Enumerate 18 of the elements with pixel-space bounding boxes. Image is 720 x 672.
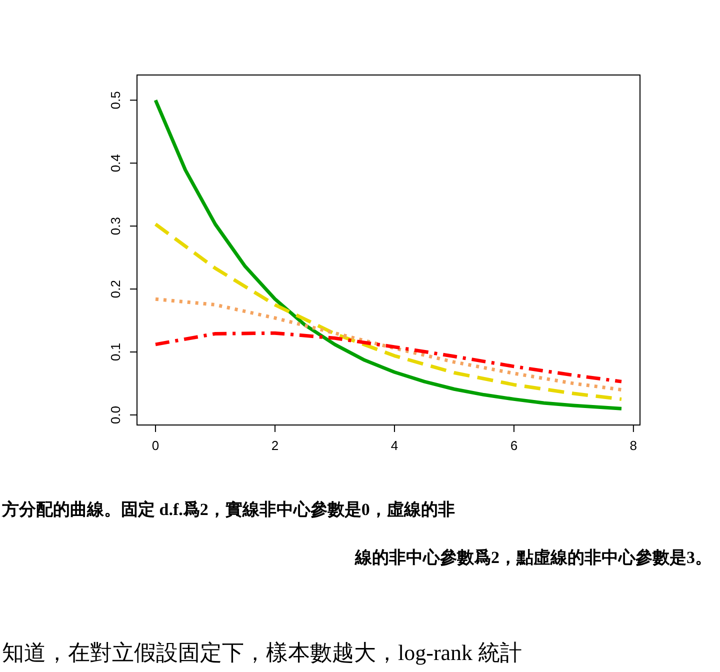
line-series [154, 98, 624, 410]
line-series [154, 222, 624, 401]
x-tick-label: 8 [630, 438, 638, 453]
x-tick-label: 6 [510, 438, 518, 453]
text: 知道，在對立假設固定下，樣本數越大，log-rank 統計 [2, 640, 522, 665]
y-tick-label: 0.0 [108, 406, 123, 424]
y-tick-label: 0.3 [108, 217, 123, 236]
y-tick-label: 0.5 [108, 91, 123, 110]
text: 線的非中心參數爲2，點虛線的非中心參數是3。 [354, 548, 712, 567]
x-tick-label: 0 [152, 438, 160, 453]
y-tick-label: 0.4 [108, 154, 123, 172]
y-tick-label: 0.1 [108, 342, 123, 362]
x-tick-label: 4 [390, 438, 398, 453]
x-tick-label: 2 [271, 438, 279, 453]
line-series [154, 297, 624, 392]
text: 方分配的曲線。固定 d.f.爲2，實線非中心參數是0，虛線的非 [1, 500, 455, 519]
line-series [154, 331, 624, 384]
y-tick-label: 0.2 [108, 280, 123, 298]
